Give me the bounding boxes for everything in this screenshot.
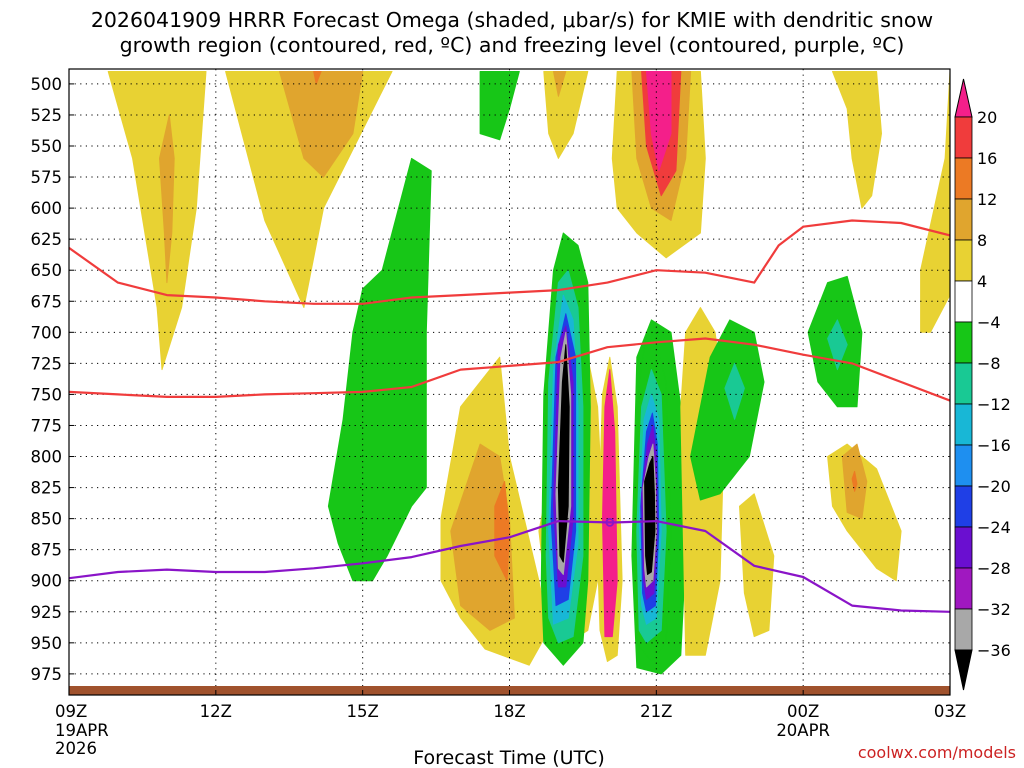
- colorbar-label: 20: [977, 108, 997, 127]
- y-tick-label: 650: [31, 261, 63, 280]
- omega-region-44: [920, 71, 950, 333]
- y-tick-label: 825: [31, 479, 63, 498]
- x-tick-label: 15Z: [347, 702, 379, 721]
- y-tick-label: 775: [31, 416, 63, 435]
- purple-contour-freezing-level: [69, 519, 950, 613]
- y-tick-label: 600: [31, 199, 63, 218]
- colorbar-label: −36: [977, 641, 1011, 660]
- chart-title-line2: growth region (contoured, red, ºC) and f…: [119, 33, 905, 57]
- y-tick-label: 850: [31, 510, 63, 529]
- x-tick-label: 12Z: [200, 702, 232, 721]
- colorbar-segment: [954, 157, 973, 200]
- y-tick-label: 675: [31, 292, 63, 311]
- omega-region-40: [827, 443, 902, 582]
- colorbar-segment: [954, 239, 973, 282]
- colorbar-segment: [954, 321, 973, 364]
- omega-region-23: [557, 344, 570, 563]
- y-tick-label: 550: [31, 137, 63, 156]
- colorbar-segment: [954, 608, 973, 651]
- x-tick-label: 03Z: [934, 702, 966, 721]
- colorbar-segment: [954, 403, 973, 446]
- y-tick-label: 525: [31, 106, 63, 125]
- x-axis-title: Forecast Time (UTC): [413, 747, 604, 768]
- x-tick-label: 00Z: [787, 702, 819, 721]
- colorbar-label: 12: [977, 190, 997, 209]
- omega-region-4: [313, 71, 322, 85]
- omega-region-15: [646, 71, 672, 172]
- omega-region-7: [494, 480, 510, 582]
- x-tick-date-label: 20APR: [776, 721, 830, 740]
- y-tick-label: 800: [31, 448, 63, 467]
- y-tick-label: 700: [31, 323, 63, 342]
- y-tick-label: 950: [31, 634, 63, 653]
- omega-region-35: [690, 319, 765, 501]
- y-tick-label: 500: [31, 75, 63, 94]
- y-tick-label: 575: [31, 168, 63, 187]
- red-contour-dgz-bottom: [69, 337, 950, 402]
- y-tick-label: 925: [31, 603, 63, 622]
- colorbar-top-arrow: [954, 78, 973, 118]
- omega-region-8: [327, 157, 432, 582]
- y-tick-label: 750: [31, 385, 63, 404]
- omega-region-43: [832, 71, 882, 209]
- colorbar-label: 16: [977, 149, 997, 168]
- colorbar-segment: [954, 567, 973, 610]
- omega-region-10: [543, 71, 589, 159]
- x-tick-year-label: 2026: [55, 739, 97, 758]
- y-tick-label: 625: [31, 230, 63, 249]
- colorbar-label: −16: [977, 436, 1011, 455]
- colorbar-label: −24: [977, 518, 1011, 537]
- chart-title-line1: 2026041909 HRRR Forecast Omega (shaded, …: [90, 8, 934, 32]
- colorbar-bottom-arrow: [954, 649, 973, 691]
- red-contour-dgz-top: [69, 219, 950, 305]
- y-tick-label: 900: [31, 572, 63, 591]
- colorbar-segment: [954, 362, 973, 405]
- omega-region-34: [644, 456, 656, 575]
- omega-region-25: [602, 369, 618, 638]
- omega-region-36: [724, 362, 745, 420]
- colorbar-segment: [954, 280, 973, 323]
- omega-region-9: [479, 71, 520, 141]
- omega-region-6: [450, 443, 515, 631]
- y-tick-label: 975: [31, 665, 63, 684]
- colorbar-label: −20: [977, 477, 1011, 496]
- y-tick-label: 875: [31, 541, 63, 560]
- omega-region-1: [159, 114, 175, 284]
- colorbar-label: 4: [977, 272, 987, 291]
- x-tick-date-label: 19APR: [55, 721, 109, 740]
- omega-region-3: [279, 71, 364, 178]
- colorbar-segment: [954, 526, 973, 569]
- x-tick-label: 18Z: [493, 702, 525, 721]
- credit-link[interactable]: coolwx.com/models: [858, 743, 1016, 762]
- colorbar-label: −12: [977, 395, 1011, 414]
- x-tick-label: 09Z: [55, 702, 87, 721]
- freezing-level-marker: [605, 517, 615, 527]
- colorbar-segment: [954, 116, 973, 159]
- colorbar-label: 8: [977, 231, 987, 250]
- colorbar-label: −28: [977, 559, 1011, 578]
- colorbar-label: −8: [977, 354, 1001, 373]
- colorbar-label: −4: [977, 313, 1001, 332]
- y-tick-label: 725: [31, 354, 63, 373]
- colorbar-label: −32: [977, 600, 1011, 619]
- omega-region-37: [739, 493, 775, 638]
- x-tick-label: 21Z: [640, 702, 672, 721]
- colorbar-segment: [954, 444, 973, 487]
- colorbar-segment: [954, 198, 973, 241]
- omega-region-0: [107, 71, 207, 371]
- colorbar-segment: [954, 485, 973, 528]
